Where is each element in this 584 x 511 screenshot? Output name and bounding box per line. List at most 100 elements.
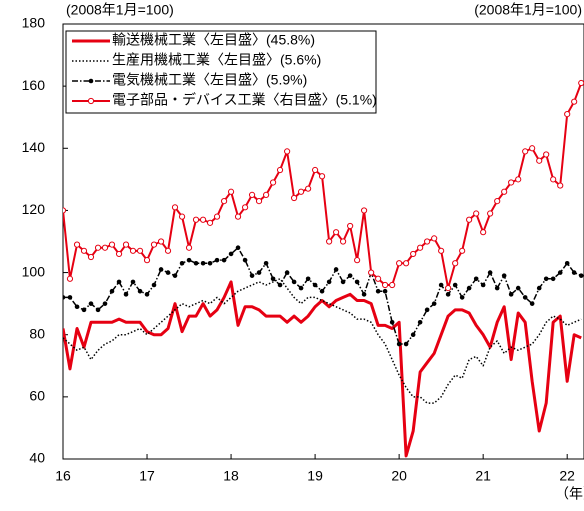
series-marker bbox=[312, 282, 318, 288]
series-marker bbox=[452, 260, 459, 267]
series-marker bbox=[144, 292, 150, 297]
series-marker bbox=[410, 250, 417, 258]
series-marker bbox=[199, 216, 207, 223]
series-marker bbox=[361, 292, 367, 297]
series-marker bbox=[80, 247, 88, 254]
series-marker bbox=[249, 273, 255, 278]
legend: 輸送機械工業〈左目盛〉(45.8%) 生産用機械工業〈左目盛〉(5.6%) 電気機械… bbox=[65, 30, 377, 114]
series-marker bbox=[326, 238, 333, 245]
series-marker bbox=[550, 276, 556, 282]
legend-marker bbox=[88, 78, 94, 84]
series-marker bbox=[206, 219, 214, 226]
series-marker bbox=[192, 216, 200, 223]
series-marker bbox=[480, 229, 487, 236]
series-line bbox=[63, 82, 583, 290]
series-marker bbox=[431, 301, 437, 306]
series-marker bbox=[494, 285, 500, 291]
series-marker bbox=[136, 247, 144, 254]
series-marker bbox=[284, 148, 291, 155]
series-marker bbox=[326, 279, 332, 285]
series-marker bbox=[200, 260, 206, 266]
series-marker bbox=[185, 244, 193, 251]
series-marker bbox=[290, 194, 298, 202]
series-marker bbox=[438, 247, 445, 254]
y-tick-label: 160 bbox=[22, 77, 46, 93]
series-marker bbox=[102, 301, 108, 306]
series-marker bbox=[241, 204, 249, 211]
series-marker bbox=[319, 288, 325, 294]
series-marker bbox=[171, 204, 179, 211]
series-marker bbox=[214, 257, 220, 263]
series-marker bbox=[452, 282, 458, 288]
series-marker bbox=[410, 332, 416, 338]
series-marker bbox=[396, 260, 403, 267]
series-marker bbox=[564, 260, 570, 266]
series-marker bbox=[375, 288, 381, 294]
series-marker bbox=[389, 281, 396, 289]
series-marker bbox=[417, 319, 423, 325]
series-marker bbox=[221, 257, 227, 263]
series-marker bbox=[529, 301, 535, 306]
series-marker bbox=[459, 295, 465, 300]
series-marker bbox=[263, 191, 270, 198]
series-marker bbox=[130, 279, 136, 285]
series-marker bbox=[333, 267, 339, 272]
series-marker bbox=[101, 244, 109, 251]
series-marker bbox=[459, 247, 466, 254]
series-marker bbox=[375, 275, 382, 282]
x-axis-label: （年） bbox=[555, 486, 584, 502]
series-marker bbox=[578, 79, 584, 87]
series-marker bbox=[255, 198, 263, 205]
series-marker bbox=[213, 213, 221, 220]
series-marker bbox=[318, 173, 326, 180]
series-marker bbox=[165, 270, 171, 275]
series-line bbox=[63, 278, 582, 404]
series-marker bbox=[116, 279, 122, 285]
series-marker bbox=[263, 260, 269, 266]
series-marker bbox=[354, 257, 361, 264]
x-tick-label: 16 bbox=[55, 468, 71, 484]
series-marker bbox=[536, 157, 543, 164]
series-marker bbox=[571, 270, 577, 275]
series-marker bbox=[157, 238, 165, 245]
series-marker bbox=[74, 304, 80, 310]
series-marker bbox=[529, 145, 536, 152]
series-marker bbox=[389, 319, 395, 325]
series-marker bbox=[305, 185, 312, 192]
series-marker bbox=[487, 210, 494, 217]
series-marker bbox=[578, 273, 584, 278]
series-marker bbox=[522, 295, 528, 300]
y-tick-label: 120 bbox=[22, 201, 46, 217]
series-marker bbox=[193, 260, 199, 266]
series-marker bbox=[256, 270, 262, 275]
series-marker bbox=[284, 270, 290, 275]
series-marker bbox=[445, 285, 452, 292]
series-marker bbox=[88, 301, 94, 306]
series-marker bbox=[228, 251, 234, 257]
series-marker bbox=[297, 188, 305, 195]
x-tick-label: 19 bbox=[307, 468, 323, 484]
series-marker bbox=[137, 288, 143, 294]
series-marker bbox=[95, 307, 101, 313]
series-marker bbox=[473, 210, 480, 217]
series-marker bbox=[277, 282, 283, 288]
series-marker bbox=[354, 279, 360, 285]
series-marker bbox=[508, 179, 515, 186]
series-marker bbox=[220, 198, 228, 205]
series-marker bbox=[227, 188, 235, 195]
series-marker bbox=[368, 269, 375, 276]
plot-frame bbox=[62, 23, 584, 460]
legend-label: 輸送機械工業〈左目盛〉(45.8%) bbox=[112, 32, 315, 48]
series-marker bbox=[63, 295, 66, 300]
legend-label: 電気機械工業〈左目盛〉(5.9%) bbox=[112, 72, 307, 88]
series-marker bbox=[164, 247, 172, 254]
series-marker bbox=[87, 253, 95, 261]
series-marker bbox=[151, 282, 157, 288]
x-tick-label: 18 bbox=[223, 468, 239, 484]
series-marker bbox=[235, 245, 241, 251]
y-tick-label: 60 bbox=[29, 388, 45, 404]
series-marker bbox=[248, 191, 256, 198]
legend-label: 生産用機械工業〈左目盛〉(5.6%) bbox=[112, 52, 321, 68]
series-marker bbox=[515, 285, 521, 291]
series bbox=[63, 245, 584, 347]
